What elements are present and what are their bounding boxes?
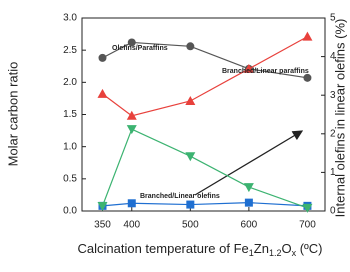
x-axis-label-subscript: x bbox=[292, 248, 297, 258]
point bbox=[186, 42, 195, 51]
y-tick-label: 1.0 bbox=[63, 141, 77, 152]
point bbox=[303, 73, 312, 82]
x-tick-label: 600 bbox=[241, 220, 258, 231]
point bbox=[126, 125, 137, 135]
y2-tick-label: 1 bbox=[330, 167, 336, 178]
point bbox=[98, 53, 107, 62]
y-tick-label: 3.0 bbox=[63, 13, 77, 24]
y2-tick-label: 3 bbox=[330, 90, 336, 101]
series-annotation: Branched/Linear paraffins bbox=[222, 68, 309, 75]
y-tick-label: 0.5 bbox=[63, 173, 77, 184]
point bbox=[97, 201, 108, 211]
point bbox=[302, 31, 313, 41]
series-annotation: Olefins/Paraffins bbox=[112, 45, 168, 52]
y2-tick-label: 0 bbox=[330, 206, 336, 217]
x-tick-label: 400 bbox=[123, 220, 140, 231]
x-axis-label-part: Calcination temperature of Fe bbox=[78, 241, 249, 256]
point bbox=[243, 183, 254, 193]
point bbox=[302, 203, 313, 213]
y-axis-label: Molar carbon ratio bbox=[5, 62, 20, 167]
point bbox=[243, 63, 254, 73]
y-tick-label: 2.5 bbox=[63, 45, 77, 56]
y2-tick-label: 5 bbox=[330, 13, 336, 24]
x-axis-label-subscript: 1 bbox=[249, 248, 254, 258]
y-tick-label: 0.0 bbox=[63, 206, 77, 217]
x-axis-label-part: Zn bbox=[254, 241, 269, 256]
point bbox=[186, 200, 195, 209]
point bbox=[244, 198, 253, 207]
y-tick-label: 2.0 bbox=[63, 77, 77, 88]
y2-tick-label: 2 bbox=[330, 128, 336, 139]
arrow bbox=[194, 130, 304, 196]
y-tick-label: 1.5 bbox=[63, 109, 77, 120]
x-axis-label: Calcination temperature of Fe1Zn1.2Ox (º… bbox=[78, 241, 323, 258]
y2-tick-label: 4 bbox=[330, 51, 336, 62]
point bbox=[126, 110, 137, 120]
x-axis-label-subscript: 1.2 bbox=[269, 248, 282, 258]
x-axis-label-part: O bbox=[281, 241, 291, 256]
point bbox=[127, 38, 136, 47]
point bbox=[185, 95, 196, 105]
point bbox=[97, 88, 108, 98]
point bbox=[127, 199, 136, 208]
x-tick-label: 700 bbox=[299, 220, 316, 231]
x-tick-label: 350 bbox=[94, 220, 111, 231]
series-annotation: Branched/Linear olefins bbox=[140, 193, 220, 200]
y2-axis-label: Internal olefins in linear olefins (%) bbox=[332, 19, 347, 218]
point bbox=[185, 152, 196, 162]
x-axis-label-part: (ºC) bbox=[296, 241, 322, 256]
x-tick-label: 500 bbox=[182, 220, 199, 231]
